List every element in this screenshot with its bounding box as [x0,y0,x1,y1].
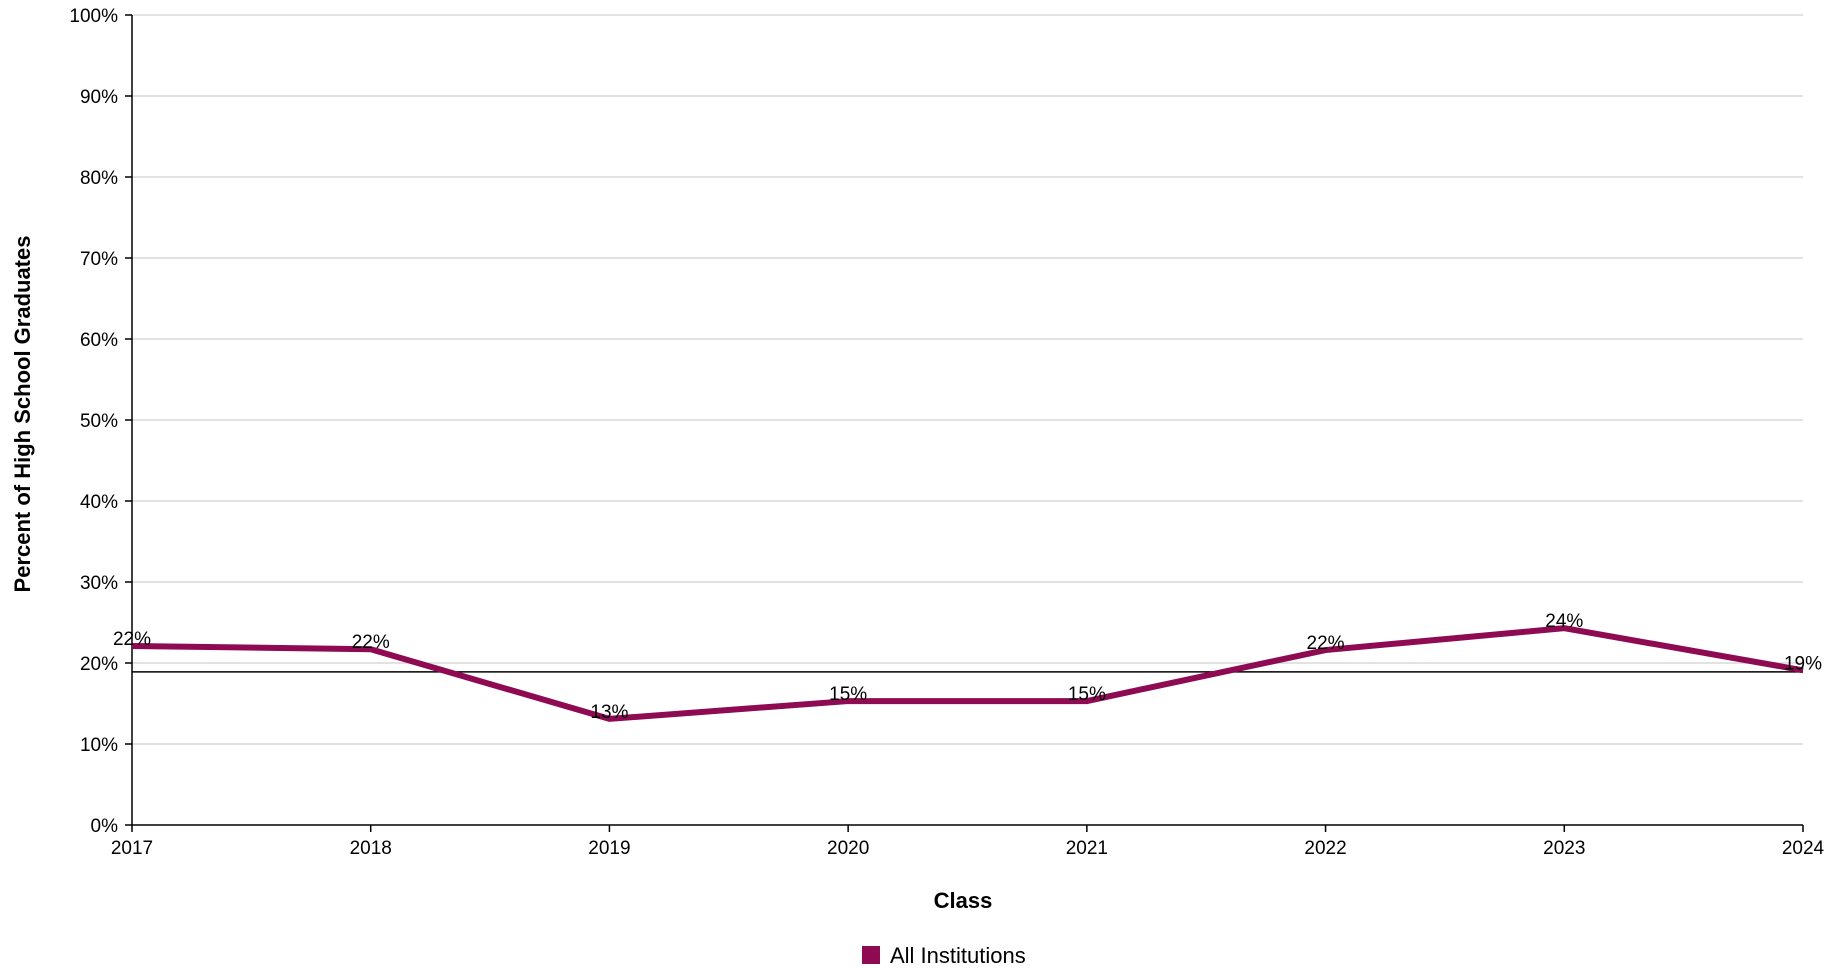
data-label: 15% [829,684,867,705]
y-tick-label: 40% [80,492,118,513]
legend-swatch [862,946,880,964]
x-tick-label: 2023 [1543,838,1585,859]
y-tick-label: 90% [80,87,118,108]
x-tick-label: 2022 [1304,838,1346,859]
y-tick-label: 100% [69,6,118,27]
x-axis-ticks: 2017 2018 2019 2020 2021 2022 2023 2024 [111,825,1825,859]
y-axis-ticks: 0% 10% 20% 30% 40% 50% 60% 70% 80% 90% 100% [69,6,132,837]
data-label: 22% [113,629,151,650]
y-axis-title: Percent of High School Graduates [10,236,35,593]
x-tick-label: 2017 [111,838,153,859]
data-label: 13% [590,702,628,723]
y-tick-label: 70% [80,249,118,270]
x-tick-label: 2021 [1066,838,1108,859]
data-label: 22% [1307,633,1345,654]
y-tick-label: 20% [80,654,118,675]
y-tick-label: 80% [80,168,118,189]
y-tick-label: 10% [80,735,118,756]
legend-label: All Institutions [890,943,1026,968]
x-tick-label: 2019 [588,838,630,859]
x-tick-label: 2020 [827,838,869,859]
data-label: 15% [1068,684,1106,705]
x-tick-label: 2024 [1782,838,1825,859]
y-tick-label: 60% [80,330,118,351]
series-line [131,625,1804,722]
data-label: 24% [1545,611,1583,632]
data-label: 19% [1784,653,1822,674]
y-tick-label: 50% [80,411,118,432]
x-tick-label: 2018 [350,838,392,859]
series-group [131,625,1804,722]
y-tick-label: 30% [80,573,118,594]
legend: All Institutions [862,943,1026,968]
data-labels: 22% 22% 13% 15% 15% 22% 24% 19% [113,611,1822,723]
data-label: 22% [352,632,390,653]
x-axis-title: Class [934,888,993,913]
y-tick-label: 0% [91,816,119,837]
